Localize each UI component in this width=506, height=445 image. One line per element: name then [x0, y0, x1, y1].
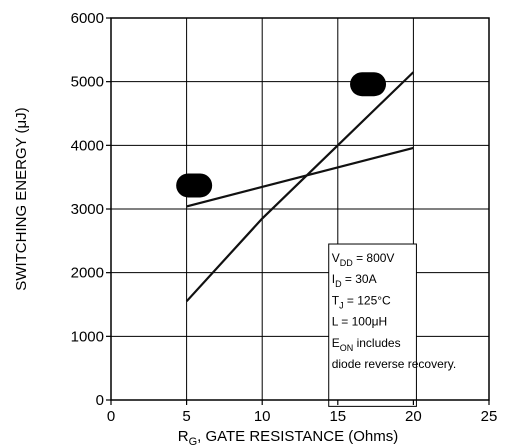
y-tick-label: 2000: [71, 265, 104, 282]
annotation-line: L = 100μH: [332, 315, 388, 329]
x-axis-ticks: 0 5 10 15 20 25: [107, 400, 498, 425]
x-tick-label: 20: [405, 408, 422, 425]
y-tick-label: 0: [96, 392, 104, 409]
series-line-e-on: [185, 71, 415, 303]
y-tick-label: 6000: [71, 10, 104, 27]
series-label-markers: [176, 72, 387, 198]
x-axis-label-prefix: R: [178, 428, 189, 445]
annotation-line: TJ = 125°C: [332, 293, 391, 310]
y-tick-label: 3000: [71, 201, 104, 218]
annotation-line: diode reverse recovery.: [332, 357, 457, 371]
x-tick-label: 15: [329, 408, 346, 425]
series-marker-e-on: [350, 72, 387, 97]
x-tick-label: 5: [182, 408, 190, 425]
x-tick-label: 25: [481, 408, 498, 425]
x-axis-label-subscript: G: [189, 436, 198, 445]
conditions-annotation: VDD = 800V ID = 30A TJ = 125°C L = 100μH EON…: [328, 243, 457, 407]
annotation-box: [328, 243, 417, 407]
y-tick-label: 1000: [71, 328, 104, 345]
y-axis-ticks: 0 1000 2000 3000 4000 5000 6000: [71, 10, 111, 409]
grid-lines: [111, 18, 489, 400]
annotation-line: ID = 30A: [332, 272, 377, 289]
x-axis-label-rest: , GATE RESISTANCE (Ohms): [197, 428, 398, 445]
y-tick-label: 4000: [71, 137, 104, 154]
annotation-line: VDD = 800V: [332, 251, 395, 268]
y-axis-label: SWITCHING ENERGY (μJ): [13, 107, 30, 290]
annotation-line: EON includes: [332, 336, 401, 353]
data-series: [185, 71, 415, 303]
series-marker-e-off: [176, 173, 213, 198]
y-tick-label: 5000: [71, 74, 104, 91]
x-axis-label: RG, GATE RESISTANCE (Ohms): [178, 428, 399, 445]
x-tick-label: 10: [254, 408, 271, 425]
x-tick-label: 0: [107, 408, 115, 425]
series-line-e-off: [186, 146, 414, 208]
